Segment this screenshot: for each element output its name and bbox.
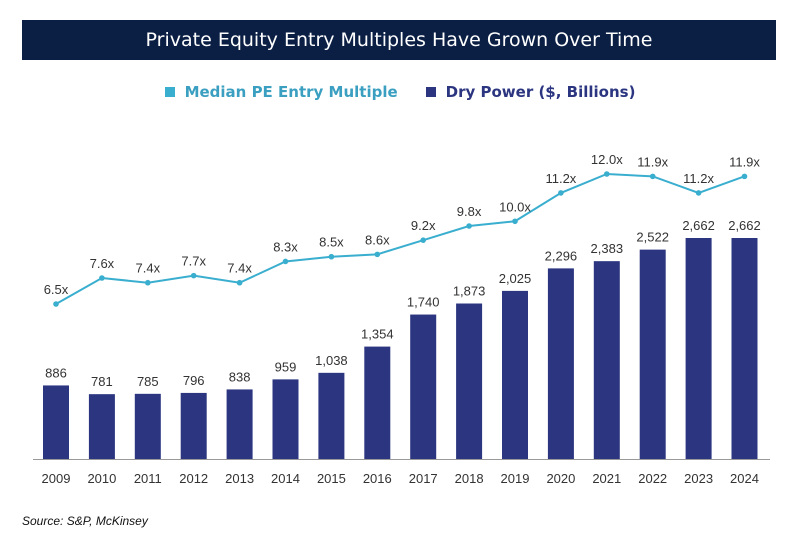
bar-label-2022: 2,522 <box>636 230 669 245</box>
line-point-2009 <box>53 301 59 307</box>
line-label-2012: 7.7x <box>181 254 206 269</box>
line-point-2011 <box>145 279 151 286</box>
line-label-2019: 10.0x <box>499 199 531 214</box>
legend-label-dry-power: Dry Power ($, Billions) <box>445 83 636 101</box>
source-note: Source: S&P, McKinsey <box>22 514 148 528</box>
bar-2016 <box>364 346 391 459</box>
x-tick-label-2020: 2020 <box>546 471 575 486</box>
x-tick-label-2024: 2024 <box>730 471 759 486</box>
legend: Median PE Entry Multiple Dry Power ($, B… <box>0 83 800 101</box>
x-tick-label-2009: 2009 <box>42 471 71 486</box>
x-tick-label-2018: 2018 <box>455 471 484 486</box>
bar-2015 <box>318 372 345 459</box>
bar-label-2009: 886 <box>45 365 67 380</box>
x-tick-label-2017: 2017 <box>409 471 438 486</box>
bar-label-2011: 785 <box>137 374 159 389</box>
multiple-line <box>55 172 745 305</box>
line-label-2023: 11.2x <box>683 171 714 186</box>
line-point-2020 <box>558 190 564 196</box>
line-point-2014 <box>282 258 289 265</box>
bar-2010 <box>88 394 115 459</box>
bar-label-2020: 2,296 <box>545 248 578 263</box>
line-point-2017 <box>420 237 427 243</box>
bar-label-2024: 2,662 <box>728 218 761 233</box>
line-label-2014: 8.3x <box>273 239 298 254</box>
x-tick-label-2019: 2019 <box>501 471 530 486</box>
bar-label-2019: 2,025 <box>499 271 532 286</box>
line-label-2009: 6.5x <box>44 282 69 297</box>
x-tick-label-2022: 2022 <box>638 471 667 486</box>
line-point-2010 <box>99 275 105 281</box>
line-label-2022: 11.9x <box>637 154 668 169</box>
x-tick-label-2010: 2010 <box>87 471 116 486</box>
line-point-2018 <box>466 223 472 229</box>
line-point-2013 <box>236 279 243 286</box>
line-label-2020: 11.2x <box>545 171 576 186</box>
line-label-2010: 7.6x <box>90 256 115 271</box>
line-label-2015: 8.5x <box>319 235 344 250</box>
bar-2009 <box>43 385 69 459</box>
line-point-2024 <box>741 173 748 180</box>
bar-2023 <box>685 238 712 459</box>
bar-label-2010: 781 <box>91 374 113 389</box>
line-point-2016 <box>374 251 381 258</box>
x-tick-label-2014: 2014 <box>271 471 300 486</box>
bar-2018 <box>456 303 483 459</box>
line-label-2017: 9.2x <box>411 218 436 233</box>
line-label-2021: 12.0x <box>591 152 623 167</box>
x-tick-label-2012: 2012 <box>179 471 208 486</box>
bar-label-2012: 796 <box>183 373 205 388</box>
bar-label-2021: 2,383 <box>591 241 624 256</box>
line-point-2015 <box>328 253 335 260</box>
line-label-2018: 9.8x <box>457 204 482 219</box>
bar-2017 <box>410 314 437 459</box>
chart-title: Private Equity Entry Multiples Have Grow… <box>22 20 776 60</box>
bar-label-2014: 959 <box>275 359 297 374</box>
legend-swatch-line <box>164 87 175 97</box>
bar-2011 <box>134 393 161 459</box>
bar-label-2017: 1,740 <box>407 295 440 310</box>
line-label-2016: 8.6x <box>365 232 390 247</box>
x-tick-label-2021: 2021 <box>592 471 621 486</box>
line-label-2024: 11.9x <box>729 154 760 169</box>
legend-item-multiple: Median PE Entry Multiple <box>164 83 398 101</box>
bar-2014 <box>272 379 299 459</box>
x-tick-label-2011: 2011 <box>134 471 162 486</box>
legend-label-multiple: Median PE Entry Multiple <box>184 83 398 101</box>
bar-2022 <box>639 249 666 459</box>
bar-label-2013: 838 <box>229 369 251 384</box>
x-tick-label-2013: 2013 <box>225 471 254 486</box>
bar-2012 <box>180 392 207 459</box>
bar-2019 <box>502 290 528 459</box>
legend-swatch-bar <box>425 87 436 97</box>
bar-2013 <box>226 389 253 459</box>
line-point-2019 <box>512 218 518 225</box>
line-label-2011: 7.4x <box>136 261 161 276</box>
bar-label-2016: 1,354 <box>361 327 394 342</box>
line-point-2022 <box>649 173 656 180</box>
line-label-2013: 7.4x <box>227 261 252 276</box>
bar-label-2023: 2,662 <box>682 218 715 233</box>
bar-label-2015: 1,038 <box>315 353 348 368</box>
x-tick-label-2016: 2016 <box>363 471 392 486</box>
legend-item-dry-power: Dry Power ($, Billions) <box>425 83 636 101</box>
x-tick-label-2023: 2023 <box>684 471 713 486</box>
bar-2024 <box>731 238 758 459</box>
line-point-2012 <box>190 272 197 279</box>
line-point-2023 <box>695 190 702 196</box>
x-tick-label-2015: 2015 <box>317 471 346 486</box>
line-point-2021 <box>604 171 610 177</box>
bar-2020 <box>547 268 574 459</box>
bar-label-2018: 1,873 <box>453 284 486 299</box>
bar-2021 <box>593 261 620 459</box>
